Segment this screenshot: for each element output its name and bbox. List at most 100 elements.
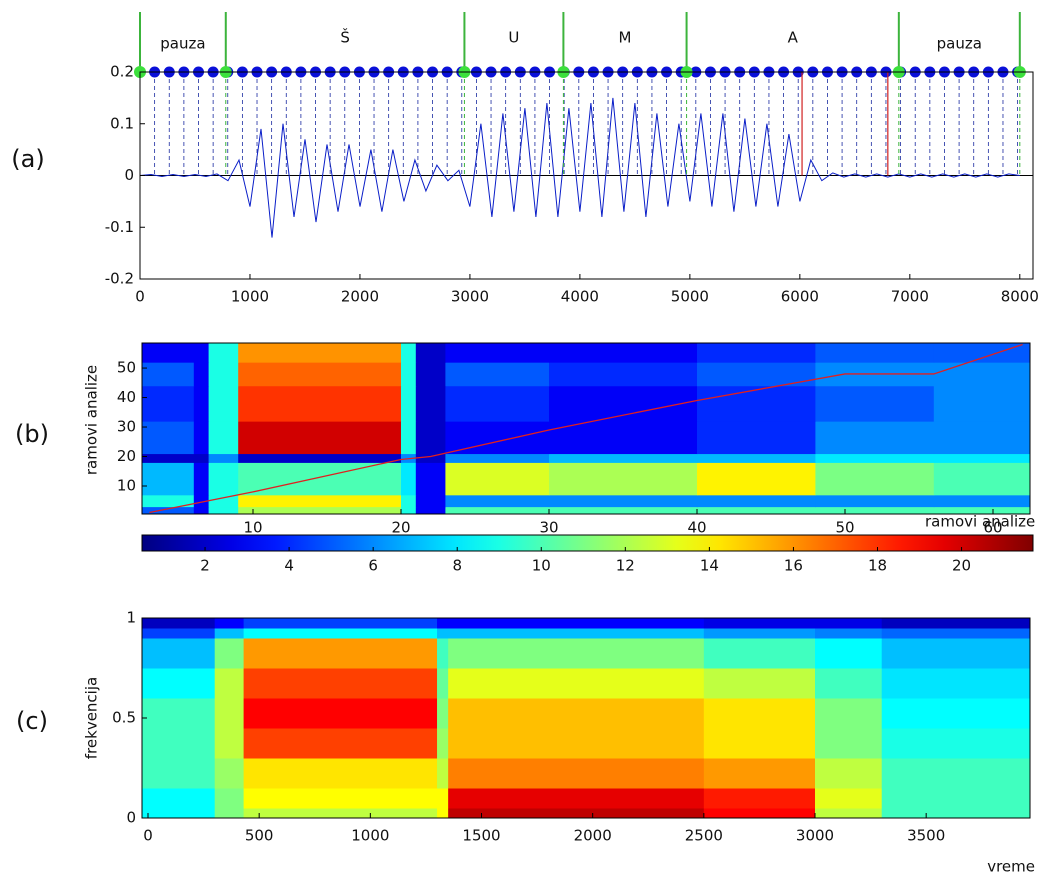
heatmap-cell [437,668,449,699]
heatmap-cell [815,462,935,496]
heatmap-cell [193,421,210,455]
heatmap-cell [549,506,698,515]
heatmap-cell [549,494,698,508]
heatmap-cell [243,668,438,699]
y-tick-label: 0 [124,166,134,184]
colorbar-tick-label: 14 [700,557,719,575]
colorbar [141,534,1034,552]
alignment-path [149,343,1023,514]
heatmap-cell [549,421,698,455]
heatmap-cell [142,421,195,455]
heatmap-cell [208,421,239,455]
heatmap-cell [815,788,883,809]
heatmap-cell [703,668,816,699]
heatmap-cell [881,628,1031,639]
heatmap-cell [193,506,210,515]
heatmap-cell [703,618,816,629]
heatmap-cell [815,385,935,422]
heatmap-cell [881,808,1031,819]
heatmap-cell [448,618,705,629]
colorbar-tick-label: 10 [532,557,551,575]
y-tick-label: -0.1 [105,218,134,236]
heatmap-cell [214,808,245,819]
colorbar-tick-label: 6 [368,557,378,575]
heatmap-cell [703,638,816,669]
heatmap-cell [445,421,550,455]
heatmap-cell [881,698,1031,729]
heatmap-cell [703,728,816,759]
heatmap-cell [193,362,210,387]
heatmap-cell [703,808,816,819]
heatmap-cell [437,638,449,669]
heatmap-cell [448,758,705,789]
heatmap-cell [142,788,216,809]
heatmap-cell [445,506,550,515]
heatmap-cell [445,385,550,422]
heatmap-cell [401,506,417,515]
heatmap-cell [815,506,935,515]
x-tick-label: 6000 [781,288,819,306]
heatmap-cell [703,628,816,639]
x-tick-label: 0 [143,827,153,845]
heatmap-cell [445,462,550,496]
heatmap-cell [933,462,1031,496]
heatmap-cell [243,628,438,639]
x-tick-label: 3500 [907,827,945,845]
x-tick-label: 8000 [1001,288,1039,306]
heatmap-cell [142,453,195,463]
heatmap-cell [933,453,1031,463]
heatmap-cell [881,728,1031,759]
heatmap-cell [697,462,816,496]
x-tick-label: 30 [539,519,558,537]
heatmap-cell [815,343,935,363]
heatmap-cell [238,462,402,496]
x-tick-label: 20 [391,519,410,537]
x-axis-label: ramovi analize [925,513,1035,531]
heatmap-cell [208,494,239,508]
heatmap-cell [208,385,239,422]
heatmap-cell [214,638,245,669]
heatmap-cell [193,343,210,363]
heatmap-cell [142,668,216,699]
heatmap-cell [448,788,705,809]
heatmap-cell [448,628,705,639]
heatmap-cell [401,343,417,363]
heatmap-cell [243,758,438,789]
heatmap-cell [142,618,216,629]
heatmap-cell [238,385,402,422]
heatmap-cell [448,698,705,729]
x-tick-label: 1000 [351,827,389,845]
heatmap-cell [445,453,550,463]
heatmap-cell [208,462,239,496]
heatmap-cell [933,362,1031,387]
heatmap-cell [815,421,935,455]
heatmap-cell [815,628,883,639]
heatmap-cell [933,494,1031,508]
heatmap-cell [549,453,698,463]
heatmap-cell [415,494,446,508]
heatmap-cell [193,385,210,422]
x-tick-label: 50 [835,519,854,537]
heatmap-cell [415,362,446,387]
heatmap-cell [437,728,449,759]
y-tick-label: 0.2 [110,63,134,81]
heatmap-cell [437,698,449,729]
heatmap-cell [415,421,446,455]
segment-label: pauza [160,35,205,53]
heatmap-cell [703,788,816,809]
heatmap-cell [445,494,550,508]
colorbar-tick-label: 4 [284,557,294,575]
heatmap-cell [549,362,698,387]
waveform [139,97,1020,238]
heatmap-cell [401,362,417,387]
heatmap-cell [243,728,438,759]
heatmap-cell [193,494,210,508]
x-tick-label: 2000 [574,827,612,845]
y-axis-label: ramovi analize [83,365,101,475]
y-axis-label: frekvencija [83,677,101,759]
heatmap-cell [703,698,816,729]
heatmap-cell [815,698,883,729]
heatmap-cell [214,668,245,699]
heatmap-cell [214,728,245,759]
y-tick-label: 40 [117,388,136,406]
